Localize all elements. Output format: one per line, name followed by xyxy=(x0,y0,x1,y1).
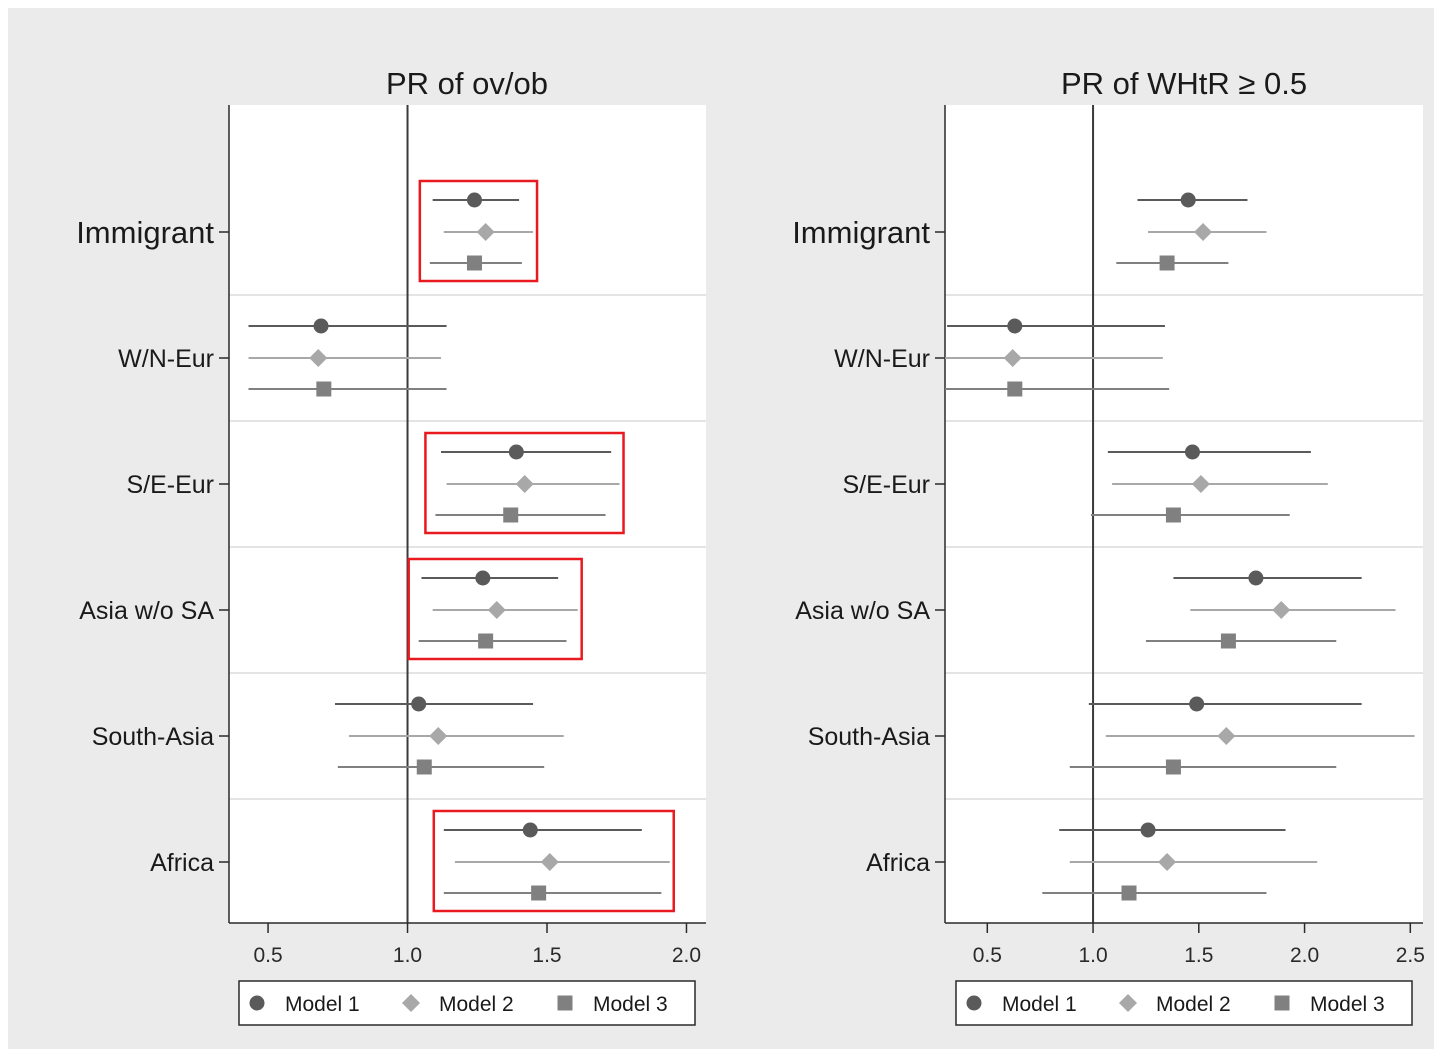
x-tick-label: 2.0 xyxy=(1290,944,1319,967)
estimate-marker xyxy=(1158,853,1177,871)
x-tick-label: 0.5 xyxy=(253,944,282,967)
highlight-box xyxy=(432,809,675,913)
legend-label: Model 1 xyxy=(1002,993,1077,1016)
estimate-marker xyxy=(478,633,494,649)
estimate-marker xyxy=(1007,318,1023,334)
estimate-marker xyxy=(1165,759,1181,775)
estimate-marker xyxy=(475,570,491,586)
estimate-marker xyxy=(1007,381,1023,397)
estimate-marker xyxy=(515,475,534,493)
category-label: Africa xyxy=(866,849,930,877)
legend-marker xyxy=(402,994,420,1012)
estimate-marker xyxy=(1220,633,1236,649)
estimate-marker xyxy=(1217,727,1236,745)
category-label: South-Asia xyxy=(92,723,214,751)
category-label: South-Asia xyxy=(808,723,930,751)
estimate-marker xyxy=(540,853,559,871)
x-tick-label: 1.0 xyxy=(393,944,422,967)
x-tick-label: 2.0 xyxy=(672,944,701,967)
estimate-marker xyxy=(522,822,538,838)
chart-title: PR of ov/ob xyxy=(386,66,548,101)
legend-box xyxy=(238,980,696,1026)
category-label: S/E-Eur xyxy=(842,471,930,499)
estimate-marker xyxy=(309,349,328,367)
legend-marker xyxy=(557,995,573,1011)
estimate-marker xyxy=(531,885,547,901)
panel-ov-ob: PR of ov/ob 0.5 1.0 1.5 2.0 Immigrant W/N-Eur S… xyxy=(76,66,706,1026)
estimate-marker xyxy=(466,192,482,208)
x-tick-label: 1.5 xyxy=(1184,944,1213,967)
estimate-marker xyxy=(1189,696,1205,712)
legend-label: Model 2 xyxy=(439,993,514,1016)
legend-label: Model 2 xyxy=(1156,993,1231,1016)
category-label: W/N-Eur xyxy=(834,345,930,373)
estimate-marker xyxy=(1159,255,1175,271)
legend-label: Model 3 xyxy=(1310,993,1385,1016)
category-label: S/E-Eur xyxy=(126,471,214,499)
legend-marker xyxy=(1119,994,1137,1012)
estimate-marker xyxy=(313,318,329,334)
x-tick-label: 2.5 xyxy=(1396,944,1425,967)
estimate-marker xyxy=(503,507,519,523)
category-label: Asia w/o SA xyxy=(795,597,930,625)
x-tick-label: 1.0 xyxy=(1078,944,1107,967)
estimate-marker xyxy=(411,696,427,712)
panel-whtr: PR of WHtR ≥ 0.5 0.5 1.0 1.5 2.0 2.5 Immigrant… xyxy=(792,66,1425,1026)
estimate-marker xyxy=(1272,601,1291,619)
highlight-box xyxy=(418,179,539,283)
highlight-box xyxy=(407,557,583,661)
legend-label: Model 3 xyxy=(593,993,668,1016)
estimate-marker xyxy=(1191,475,1210,493)
estimate-marker xyxy=(1121,885,1137,901)
category-label: Asia w/o SA xyxy=(79,597,214,625)
x-tick-label: 0.5 xyxy=(973,944,1002,967)
estimate-marker xyxy=(416,759,432,775)
estimate-marker xyxy=(487,601,506,619)
chart-title: PR of WHtR ≥ 0.5 xyxy=(1061,66,1307,101)
estimate-marker xyxy=(1003,349,1022,367)
highlight-box xyxy=(424,431,625,535)
estimate-marker xyxy=(508,444,524,460)
estimate-marker xyxy=(429,727,448,745)
estimate-marker xyxy=(1165,507,1181,523)
estimate-marker xyxy=(1248,570,1264,586)
category-label: W/N-Eur xyxy=(118,345,214,373)
estimate-marker xyxy=(466,255,482,271)
legend-box xyxy=(955,980,1413,1026)
legend-marker xyxy=(966,995,982,1011)
estimate-marker xyxy=(1180,192,1196,208)
legend-label: Model 1 xyxy=(285,993,360,1016)
legend-marker xyxy=(249,995,265,1011)
estimate-marker xyxy=(1184,444,1200,460)
estimate-marker xyxy=(476,223,495,241)
x-tick-label: 1.5 xyxy=(532,944,561,967)
legend-marker xyxy=(1274,995,1290,1011)
estimate-marker xyxy=(316,381,332,397)
category-label: Africa xyxy=(150,849,214,877)
estimate-marker xyxy=(1140,822,1156,838)
category-label: Immigrant xyxy=(792,215,930,250)
category-label: Immigrant xyxy=(76,215,214,250)
estimate-marker xyxy=(1194,223,1213,241)
